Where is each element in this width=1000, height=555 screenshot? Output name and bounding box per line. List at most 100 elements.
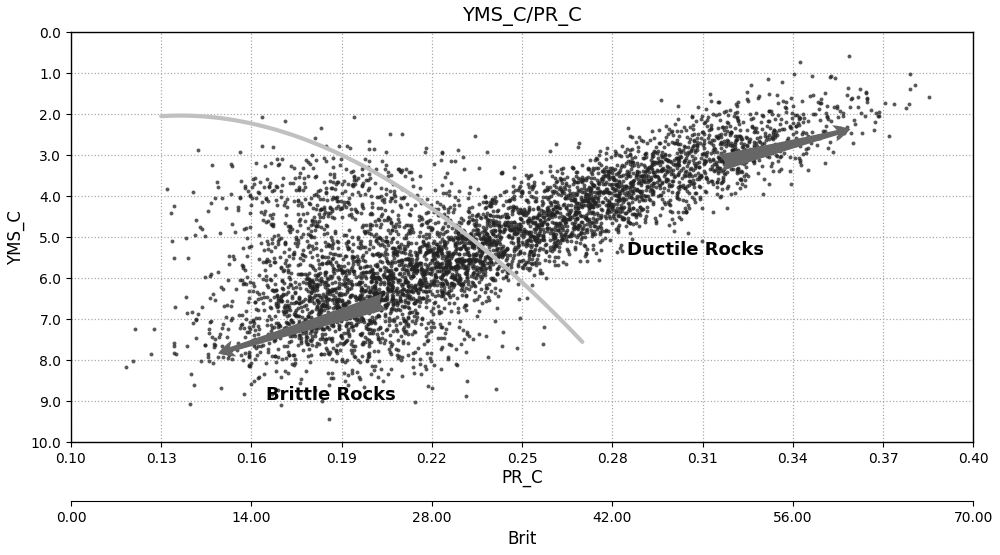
Point <box>530 203 546 212</box>
Point <box>282 331 298 340</box>
Point <box>543 209 559 218</box>
Point <box>321 294 337 303</box>
Point <box>281 226 297 235</box>
Point <box>511 256 527 265</box>
Point <box>571 208 587 217</box>
Point <box>588 163 604 172</box>
Point <box>798 128 814 137</box>
Point <box>490 248 506 256</box>
Point <box>478 197 494 206</box>
Point <box>364 313 380 322</box>
Point <box>392 295 408 304</box>
Point <box>522 221 538 230</box>
Point <box>512 224 528 233</box>
Point <box>383 218 399 226</box>
Point <box>429 248 445 256</box>
Point <box>647 171 663 180</box>
Point <box>611 167 627 176</box>
Point <box>422 269 438 278</box>
Point <box>488 245 504 254</box>
Point <box>624 158 640 166</box>
Point <box>404 255 420 264</box>
Point <box>281 310 297 319</box>
Point <box>658 165 674 174</box>
Point <box>471 278 487 286</box>
Point <box>667 139 683 148</box>
Point <box>858 88 874 97</box>
Point <box>362 219 378 228</box>
Point <box>385 300 401 309</box>
Point <box>705 179 721 188</box>
Point <box>431 259 447 268</box>
Point <box>625 157 641 166</box>
Point <box>265 210 281 219</box>
Point <box>351 277 367 286</box>
Point <box>730 98 746 107</box>
Point <box>654 179 670 188</box>
Point <box>436 303 452 312</box>
Point <box>535 232 551 241</box>
Point <box>264 220 280 229</box>
Point <box>354 314 370 322</box>
Point <box>846 116 862 125</box>
Point <box>293 336 309 345</box>
Point <box>296 302 312 311</box>
Point <box>322 258 338 266</box>
Point <box>726 112 742 120</box>
Point <box>251 255 267 264</box>
Point <box>800 132 816 141</box>
Point <box>329 297 345 306</box>
Point <box>308 305 324 314</box>
Point <box>455 216 471 225</box>
Point <box>682 164 698 173</box>
Point <box>399 242 415 251</box>
Point <box>624 158 640 166</box>
Point <box>324 194 340 203</box>
Point <box>408 263 424 272</box>
Point <box>729 131 745 140</box>
Point <box>442 216 458 225</box>
Point <box>230 202 246 211</box>
Point <box>473 241 489 250</box>
Point <box>352 290 368 299</box>
Point <box>644 185 660 194</box>
Point <box>372 234 388 243</box>
Point <box>523 228 539 237</box>
Point <box>479 283 495 292</box>
Point <box>748 138 764 147</box>
Point <box>590 194 606 203</box>
Point <box>308 190 324 199</box>
Point <box>807 109 823 118</box>
Point <box>241 294 257 302</box>
Point <box>533 206 549 215</box>
Point <box>554 179 570 188</box>
Point <box>429 287 445 296</box>
Point <box>343 209 359 218</box>
Point <box>778 97 794 106</box>
Point <box>241 286 257 295</box>
Point <box>351 295 367 304</box>
Point <box>516 224 532 233</box>
Point <box>460 207 476 216</box>
Point <box>302 319 318 327</box>
Point <box>729 147 745 156</box>
Point <box>339 319 355 328</box>
Point <box>665 177 681 186</box>
Point <box>700 133 716 142</box>
Point <box>307 271 323 280</box>
Point <box>393 194 409 203</box>
Point <box>769 130 785 139</box>
Point <box>513 188 529 196</box>
Point <box>386 186 402 195</box>
Point <box>353 330 369 339</box>
Point <box>501 230 517 239</box>
Point <box>407 397 423 406</box>
Point <box>168 349 184 358</box>
Point <box>549 203 565 211</box>
Point <box>409 248 425 257</box>
Point <box>256 293 272 302</box>
Point <box>605 211 621 220</box>
Point <box>341 298 357 307</box>
Point <box>483 257 499 266</box>
Point <box>328 287 344 296</box>
